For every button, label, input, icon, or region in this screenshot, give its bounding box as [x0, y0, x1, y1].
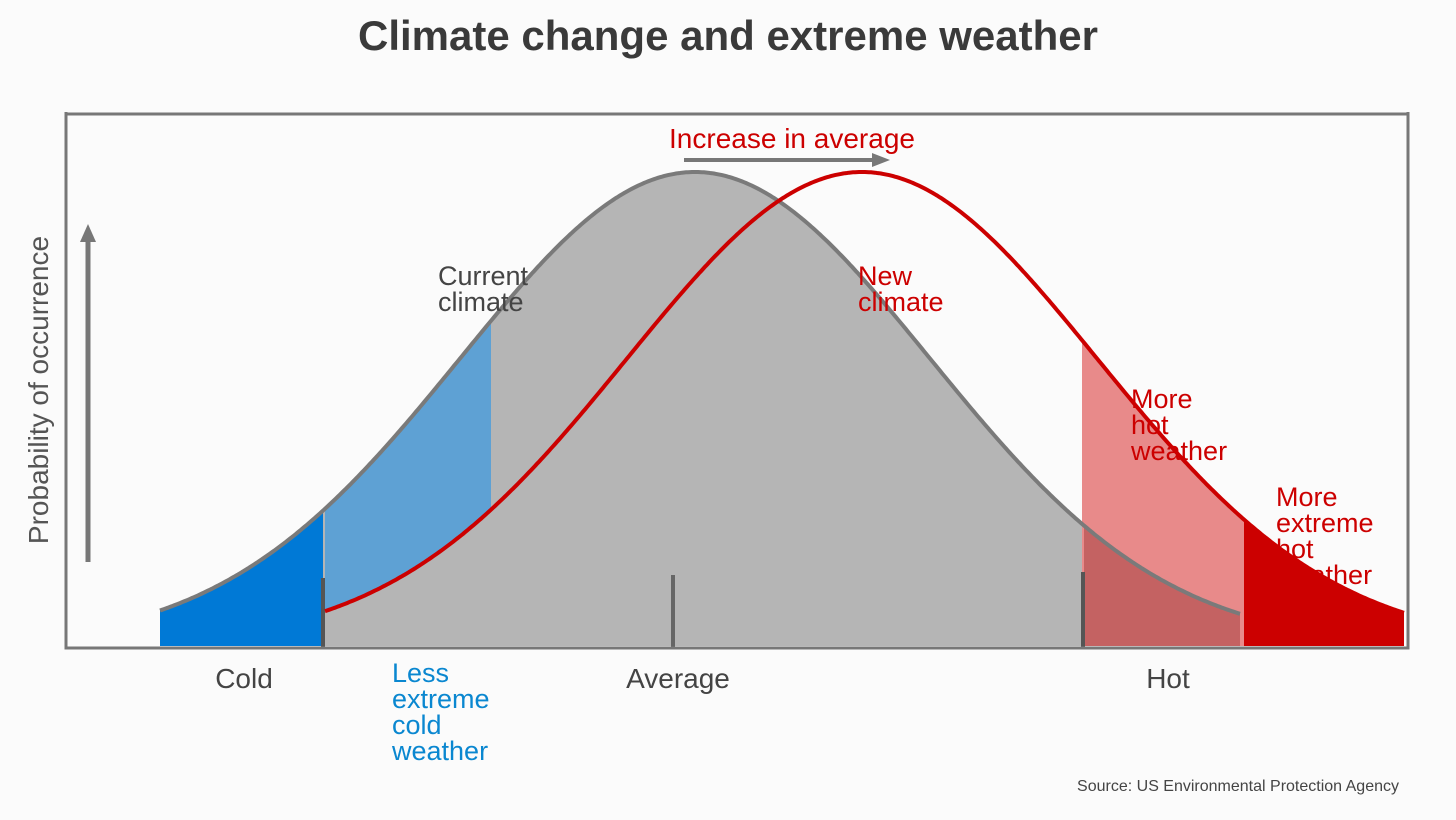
more-extreme-hot-label-1: More: [1276, 482, 1338, 512]
less-extreme-cold-area: [325, 320, 491, 612]
chart-title: Climate change and extreme weather: [358, 12, 1098, 59]
more-extreme-hot-label-2: extreme: [1276, 508, 1374, 538]
more-extreme-hot-label-3: hot: [1276, 534, 1314, 564]
x-label-cold: Cold: [215, 663, 273, 694]
more-hot-label-3: weather: [1130, 436, 1227, 466]
cold-tail-area: [160, 510, 323, 646]
hot-overlap-area: [1084, 525, 1240, 646]
more-extreme-hot-label-4: weather: [1275, 560, 1372, 590]
y-axis-arrow-head: [80, 224, 96, 242]
less-cold-label-4: weather: [391, 736, 488, 766]
more-hot-label-2: hot: [1131, 410, 1169, 440]
more-hot-label-1: More: [1131, 384, 1193, 414]
shift-label: Increase in average: [669, 123, 915, 154]
new-climate-label-1: New: [858, 261, 913, 291]
new-climate-curve: [324, 170, 1405, 615]
y-axis-label: Probability of occurrence: [23, 236, 54, 544]
more-extreme-hot-area: [1244, 519, 1404, 646]
x-label-average: Average: [626, 663, 730, 694]
new-climate-label-2: climate: [858, 287, 944, 317]
less-cold-label-2: extreme: [392, 684, 490, 714]
x-label-hot: Hot: [1146, 663, 1190, 694]
current-climate-label-2: climate: [438, 287, 524, 317]
shift-arrow-head: [872, 153, 890, 167]
source-note: Source: US Environmental Protection Agen…: [1077, 778, 1399, 795]
current-climate-label-1: Current: [438, 261, 529, 291]
less-cold-label-3: cold: [392, 710, 442, 740]
current-climate-curve: [159, 170, 1241, 616]
plot-frame: [64, 112, 1410, 650]
less-cold-label-1: Less: [392, 658, 449, 688]
